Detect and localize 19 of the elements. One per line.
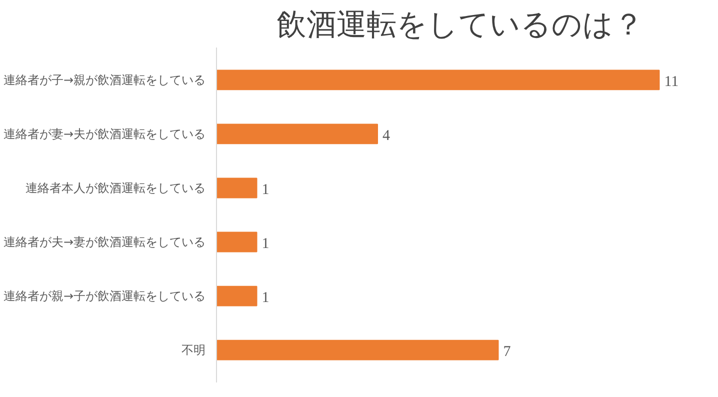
y-tick-label: 不明 [182, 343, 206, 358]
data-label: 11 [664, 74, 679, 90]
data-label: 4 [382, 128, 390, 144]
y-tick-label: 連絡者が夫→妻が飲酒運転をしている [3, 235, 206, 250]
chart-title: 飲酒運転をしているのは？ [276, 8, 644, 42]
y-tick-label: 連絡者が妻→夫が飲酒運転をしている [3, 126, 206, 141]
data-label: 7 [503, 344, 512, 360]
bar [216, 70, 660, 90]
bar [216, 178, 258, 198]
bar [216, 232, 258, 252]
data-label: 1 [262, 290, 270, 306]
data-label: 1 [262, 182, 270, 198]
y-tick-label: 連絡者本人が飲酒運転をしている [26, 180, 206, 195]
data-label: 1 [262, 236, 270, 252]
bar [216, 286, 258, 306]
y-tick-label: 連絡者が子→親が飲酒運転をしている [3, 72, 206, 87]
bar [216, 340, 499, 360]
bar [216, 124, 378, 144]
y-tick-label: 連絡者が親→子が飲酒運転をしている [3, 289, 206, 304]
